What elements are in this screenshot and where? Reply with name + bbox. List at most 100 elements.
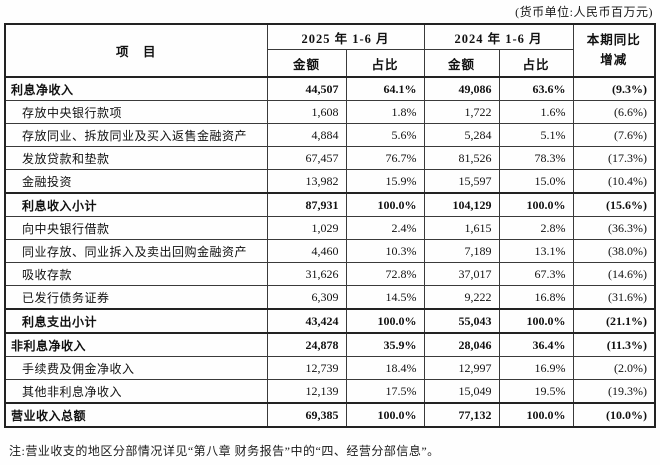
cell-ratio-2024: 1.6% bbox=[498, 100, 574, 124]
cell-yoy-change: (21.1%) bbox=[572, 308, 656, 334]
col-header-ratio-2024: 占比 bbox=[498, 49, 574, 78]
cell-amount-2024: 28,046 bbox=[423, 332, 500, 357]
col-header-yoy-line1: 本期同比 bbox=[586, 33, 641, 48]
cell-yoy-change: (14.6%) bbox=[572, 262, 656, 286]
row-label: 其他非利息净收入 bbox=[4, 379, 268, 404]
cell-amount-2025: 24,878 bbox=[266, 332, 347, 357]
cell-ratio-2025: 18.4% bbox=[345, 356, 425, 380]
cell-amount-2024: 49,086 bbox=[423, 76, 500, 101]
table-row: 利息收入小计 87,931 100.0% 104,129 100.0% (15.… bbox=[4, 192, 656, 217]
cell-yoy-change: (31.6%) bbox=[572, 285, 656, 310]
cell-yoy-change: (2.0%) bbox=[572, 356, 656, 380]
row-label: 利息净收入 bbox=[4, 76, 268, 101]
row-label: 利息收入小计 bbox=[4, 192, 268, 217]
cell-amount-2024: 55,043 bbox=[423, 308, 500, 334]
cell-amount-2024: 37,017 bbox=[423, 262, 500, 286]
table-body: 利息净收入 44,507 64.1% 49,086 63.6% (9.3%) 存… bbox=[4, 76, 656, 428]
cell-ratio-2025: 64.1% bbox=[345, 76, 425, 101]
currency-unit-note: (货币单位:人民币百万元) bbox=[515, 5, 653, 19]
row-label: 金融投资 bbox=[4, 169, 268, 194]
table-row: 利息支出小计 43,424 100.0% 55,043 100.0% (21.1… bbox=[4, 308, 656, 334]
row-label: 非利息净收入 bbox=[4, 332, 268, 357]
cell-ratio-2024: 16.8% bbox=[498, 285, 574, 310]
cell-ratio-2025: 2.4% bbox=[345, 216, 425, 240]
cell-ratio-2024: 36.4% bbox=[498, 332, 574, 357]
cell-amount-2025: 44,507 bbox=[266, 76, 347, 101]
col-header-period-2024: 2024 年 1-6 月 bbox=[423, 23, 574, 50]
col-header-amount-2024: 金额 bbox=[423, 49, 500, 78]
col-header-amount-2025: 金额 bbox=[266, 49, 347, 78]
cell-amount-2025: 67,457 bbox=[266, 146, 347, 170]
cell-ratio-2025: 72.8% bbox=[345, 262, 425, 286]
cell-ratio-2024: 67.3% bbox=[498, 262, 574, 286]
cell-yoy-change: (36.3%) bbox=[572, 216, 656, 240]
cell-amount-2024: 1,615 bbox=[423, 216, 500, 240]
cell-amount-2024: 81,526 bbox=[423, 146, 500, 170]
cell-amount-2025: 4,460 bbox=[266, 239, 347, 263]
table-row: 营业收入总额 69,385 100.0% 77,132 100.0% (10.0… bbox=[4, 402, 656, 428]
table-row: 已发行债务证券 6,309 14.5% 9,222 16.8% (31.6%) bbox=[4, 285, 656, 310]
table-row: 其他非利息净收入 12,139 17.5% 15,049 19.5% (19.3… bbox=[4, 379, 656, 404]
cell-ratio-2024: 2.8% bbox=[498, 216, 574, 240]
footnote: 注:营业收支的地区分部情况详见“第八章 财务报告”中的“四、经营分部信息”。 bbox=[9, 444, 440, 458]
table-row: 利息净收入 44,507 64.1% 49,086 63.6% (9.3%) bbox=[4, 76, 656, 101]
cell-amount-2025: 12,139 bbox=[266, 379, 347, 404]
cell-ratio-2024: 15.0% bbox=[498, 169, 574, 194]
cell-amount-2025: 69,385 bbox=[266, 402, 347, 428]
col-header-period-2025: 2025 年 1-6 月 bbox=[266, 23, 425, 50]
cell-ratio-2025: 10.3% bbox=[345, 239, 425, 263]
cell-amount-2024: 7,189 bbox=[423, 239, 500, 263]
cell-amount-2024: 15,597 bbox=[423, 169, 500, 194]
table-row: 手续费及佣金净收入 12,739 18.4% 12,997 16.9% (2.0… bbox=[4, 356, 656, 380]
income-breakdown-table: 项 目 2025 年 1-6 月 2024 年 1-6 月 本期同比 增减 金额… bbox=[4, 23, 657, 428]
col-header-yoy-line2: 增减 bbox=[600, 52, 628, 67]
cell-amount-2024: 12,997 bbox=[423, 356, 500, 380]
cell-yoy-change: (15.6%) bbox=[572, 192, 656, 217]
cell-ratio-2025: 1.8% bbox=[345, 100, 425, 124]
table-row: 存放同业、拆放同业及买入返售金融资产 4,884 5.6% 5,284 5.1%… bbox=[4, 123, 656, 147]
cell-ratio-2025: 76.7% bbox=[345, 146, 425, 170]
cell-amount-2025: 6,309 bbox=[266, 285, 347, 310]
col-header-yoy: 本期同比 增减 bbox=[572, 23, 656, 78]
col-header-ratio-2025: 占比 bbox=[345, 49, 425, 78]
row-label: 向中央银行借款 bbox=[4, 216, 268, 240]
cell-amount-2025: 43,424 bbox=[266, 308, 347, 334]
cell-amount-2025: 87,931 bbox=[266, 192, 347, 217]
row-label: 利息支出小计 bbox=[4, 308, 268, 334]
cell-yoy-change: (38.0%) bbox=[572, 239, 656, 263]
cell-amount-2024: 77,132 bbox=[423, 402, 500, 428]
row-label: 吸收存款 bbox=[4, 262, 268, 286]
cell-amount-2025: 1,029 bbox=[266, 216, 347, 240]
cell-amount-2025: 12,739 bbox=[266, 356, 347, 380]
cell-ratio-2024: 100.0% bbox=[498, 192, 574, 217]
cell-amount-2024: 9,222 bbox=[423, 285, 500, 310]
row-label: 存放同业、拆放同业及买入返售金融资产 bbox=[4, 123, 268, 147]
cell-amount-2024: 15,049 bbox=[423, 379, 500, 404]
cell-amount-2025: 31,626 bbox=[266, 262, 347, 286]
table-row: 非利息净收入 24,878 35.9% 28,046 36.4% (11.3%) bbox=[4, 332, 656, 357]
cell-yoy-change: (19.3%) bbox=[572, 379, 656, 404]
cell-ratio-2024: 78.3% bbox=[498, 146, 574, 170]
cell-ratio-2024: 13.1% bbox=[498, 239, 574, 263]
cell-yoy-change: (7.6%) bbox=[572, 123, 656, 147]
table-header: 项 目 2025 年 1-6 月 2024 年 1-6 月 本期同比 增减 金额… bbox=[4, 23, 656, 78]
cell-ratio-2025: 5.6% bbox=[345, 123, 425, 147]
cell-ratio-2025: 100.0% bbox=[345, 308, 425, 334]
cell-yoy-change: (17.3%) bbox=[572, 146, 656, 170]
cell-yoy-change: (10.4%) bbox=[572, 169, 656, 194]
cell-ratio-2025: 15.9% bbox=[345, 169, 425, 194]
cell-ratio-2025: 35.9% bbox=[345, 332, 425, 357]
cell-amount-2024: 1,722 bbox=[423, 100, 500, 124]
cell-ratio-2024: 5.1% bbox=[498, 123, 574, 147]
row-label: 同业存放、同业拆入及卖出回购金融资产 bbox=[4, 239, 268, 263]
cell-ratio-2024: 100.0% bbox=[498, 402, 574, 428]
cell-amount-2025: 4,884 bbox=[266, 123, 347, 147]
row-label: 存放中央银行款项 bbox=[4, 100, 268, 124]
cell-ratio-2024: 100.0% bbox=[498, 308, 574, 334]
table-row: 吸收存款 31,626 72.8% 37,017 67.3% (14.6%) bbox=[4, 262, 656, 286]
cell-amount-2025: 13,982 bbox=[266, 169, 347, 194]
row-label: 手续费及佣金净收入 bbox=[4, 356, 268, 380]
cell-ratio-2024: 19.5% bbox=[498, 379, 574, 404]
table-row: 存放中央银行款项 1,608 1.8% 1,722 1.6% (6.6%) bbox=[4, 100, 656, 124]
cell-ratio-2024: 16.9% bbox=[498, 356, 574, 380]
